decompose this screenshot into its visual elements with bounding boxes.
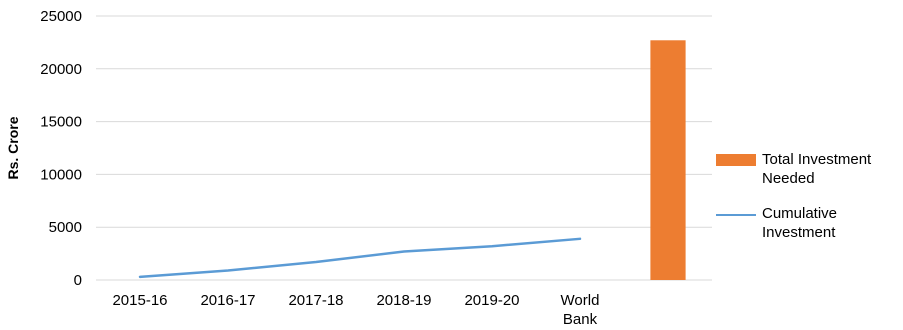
x-tick-label: World Bank: [561, 292, 600, 328]
legend-label: Total Investment Needed: [762, 151, 872, 187]
bar: [650, 40, 686, 281]
x-tick-label: 2016-17: [200, 292, 255, 309]
y-tick-label: 0: [74, 272, 82, 289]
y-tick-label: 15000: [40, 114, 82, 131]
y-tick-label: 5000: [49, 219, 82, 236]
series-line: [138, 237, 582, 279]
legend-label: Cumulative Investment: [762, 205, 838, 241]
x-tick-label: 2017-18: [288, 292, 343, 309]
gridlines: [96, 15, 712, 228]
x-tick-label: 2015-16: [112, 292, 167, 309]
x-axis: 2015-16 2016-17 2017-18 2018-19 2019-20 World…: [96, 279, 712, 328]
legend-item-total-investment: Total Investment Needed: [716, 150, 901, 188]
y-axis: 0 5000 10000 15000 20000 25000: [40, 8, 82, 289]
y-tick-label: 20000: [40, 61, 82, 78]
bar-series: [650, 40, 686, 281]
legend-item-cumulative-investment: Cumulative Investment: [716, 204, 901, 242]
legend: Total Investment Needed Cumulative Inves…: [716, 150, 901, 258]
x-tick-label: 2018-19: [376, 292, 431, 309]
x-tick-label: 2019-20: [464, 292, 519, 309]
legend-swatch-bar: [716, 154, 756, 166]
y-tick-label: 10000: [40, 166, 82, 183]
line-series: [138, 237, 582, 279]
legend-swatch-line: [716, 214, 756, 216]
y-axis-label: Rs. Crore: [5, 116, 21, 179]
y-tick-label: 25000: [40, 8, 82, 25]
